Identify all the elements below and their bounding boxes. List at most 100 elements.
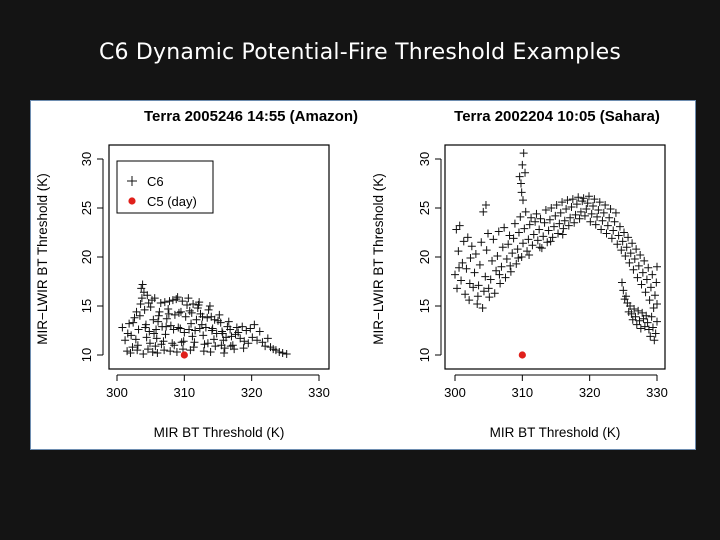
c6-point [150, 294, 159, 303]
y-tick-label: 25 [79, 201, 94, 215]
c6-point [636, 251, 645, 260]
c6-point [203, 339, 212, 348]
c6-point [591, 220, 600, 229]
c6-point [177, 338, 186, 347]
c6-point [228, 341, 237, 350]
c6-point [160, 346, 169, 355]
x-tick-label: 300 [106, 385, 128, 400]
c6-point [531, 217, 540, 226]
c6-point [161, 330, 170, 339]
c6-point [463, 233, 472, 242]
c6-point [610, 217, 619, 226]
c6-point [195, 324, 204, 333]
c6-point [614, 231, 623, 240]
c6-point [127, 331, 136, 340]
c6-point [630, 254, 639, 263]
c6-point [539, 232, 548, 241]
c6-point [587, 209, 596, 218]
c6-point [217, 341, 226, 350]
c6-point [151, 342, 160, 351]
c6-point [545, 215, 554, 224]
c6-point [633, 273, 642, 282]
c6-point [629, 265, 638, 274]
c6-point [484, 284, 493, 293]
c6-point [628, 315, 637, 324]
x-tick-label: 320 [579, 385, 601, 400]
c6-point [521, 207, 530, 216]
c6-point [505, 231, 514, 240]
slide-title: C6 Dynamic Potential-Fire Threshold Exam… [98, 40, 622, 65]
x-axis-label: MIR BT Threshold (K) [490, 425, 621, 440]
chart-amazon: Terra 2005246 14:55 (Amazon) 300 310 320 33… [35, 108, 358, 440]
legend-entry-c6: C6 [127, 174, 164, 189]
c6-point [532, 209, 541, 218]
c6-point [646, 332, 655, 341]
c6-point [651, 329, 660, 338]
c6-point [597, 225, 606, 234]
c6-point [527, 213, 536, 222]
c6-point [558, 230, 567, 239]
c6-point [139, 350, 148, 359]
c6-point [650, 336, 659, 345]
c6-point [154, 311, 163, 320]
chart-title: Terra 2002204 10:05 (Sahara) [454, 108, 660, 125]
c6-point [510, 219, 519, 228]
c6-point [164, 304, 173, 313]
c6-point [162, 314, 171, 323]
c6-point [197, 320, 206, 329]
c6-point [571, 210, 580, 219]
c6-point [238, 322, 247, 331]
c6-point [515, 172, 524, 181]
c6-point [516, 212, 525, 221]
y-tick-label: 30 [79, 152, 94, 166]
c6-point [570, 218, 579, 227]
c6-point [453, 284, 462, 293]
c6-point [576, 207, 585, 216]
c6-point [640, 322, 649, 331]
plot-frame [444, 144, 666, 370]
c6-point [206, 348, 215, 357]
c6-point [473, 300, 482, 309]
c6-point [642, 275, 651, 284]
c6-point [606, 204, 615, 213]
c6-point [589, 202, 598, 211]
x-tick-label: 320 [241, 385, 263, 400]
c6-point [648, 270, 657, 279]
y-tick-label: 20 [417, 250, 432, 264]
c6-point [546, 237, 555, 246]
y-tick-label: 25 [417, 201, 432, 215]
c6-point [620, 295, 629, 304]
c6-point [465, 279, 474, 288]
x-axis-label: MIR BT Threshold (K) [154, 425, 285, 440]
c6-point [481, 272, 490, 281]
c6-point [162, 322, 171, 331]
chart-title: Terra 2005246 14:55 (Amazon) [144, 108, 358, 125]
c6-point [232, 323, 241, 332]
c6-point [250, 320, 259, 329]
c6-point [478, 303, 487, 312]
c6-point [133, 341, 142, 350]
c6-point [198, 312, 207, 321]
c6-point [179, 337, 188, 346]
c6-point [475, 260, 484, 269]
c6-point [625, 258, 634, 267]
c6-point [123, 347, 132, 356]
c6-point [261, 342, 270, 351]
c6-point [632, 245, 641, 254]
c6-point [155, 307, 164, 316]
c6-point [653, 262, 661, 271]
c6-point [599, 208, 608, 217]
c6-point [203, 313, 212, 322]
c6-point [178, 297, 187, 306]
c6-point [128, 343, 137, 352]
c6-point [165, 297, 174, 306]
c6-point [603, 221, 612, 230]
c6-point [211, 342, 220, 351]
c6-point [248, 333, 257, 342]
c6-point [579, 194, 588, 203]
c6-point [188, 332, 197, 341]
c6-point [544, 226, 553, 235]
c6-point [485, 293, 494, 302]
c6-point [619, 286, 628, 295]
c6-point [455, 221, 464, 230]
